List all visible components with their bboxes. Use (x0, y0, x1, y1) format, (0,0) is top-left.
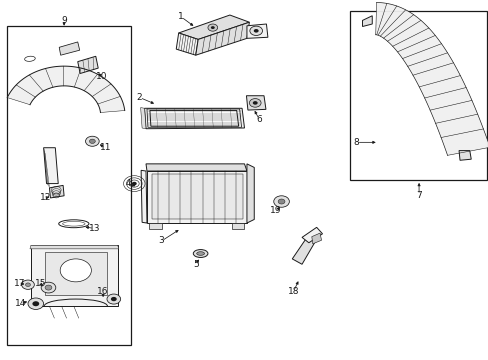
Circle shape (278, 199, 285, 204)
Circle shape (32, 301, 39, 306)
Polygon shape (246, 24, 267, 39)
Text: 19: 19 (270, 206, 282, 215)
Ellipse shape (196, 252, 204, 255)
Text: 13: 13 (88, 224, 100, 233)
Polygon shape (176, 33, 198, 55)
Circle shape (85, 136, 99, 146)
Circle shape (60, 259, 91, 282)
Text: 2: 2 (137, 93, 142, 102)
Polygon shape (43, 148, 58, 184)
Circle shape (132, 182, 137, 185)
Polygon shape (59, 42, 80, 55)
Polygon shape (195, 22, 249, 55)
Text: 7: 7 (415, 190, 421, 199)
Polygon shape (147, 171, 246, 223)
Text: 3: 3 (159, 237, 164, 246)
Polygon shape (31, 245, 118, 306)
Polygon shape (302, 227, 322, 243)
Circle shape (21, 280, 34, 289)
Polygon shape (149, 223, 161, 229)
Text: 18: 18 (287, 287, 298, 296)
Text: 4: 4 (125, 179, 131, 188)
Text: 9: 9 (61, 16, 67, 25)
Circle shape (25, 283, 30, 287)
Polygon shape (292, 237, 315, 264)
Text: 15: 15 (35, 279, 46, 288)
Polygon shape (141, 170, 147, 223)
Polygon shape (78, 56, 98, 73)
Circle shape (45, 285, 52, 290)
Text: 17: 17 (15, 279, 26, 288)
Polygon shape (7, 66, 124, 112)
Text: 14: 14 (15, 299, 26, 308)
Text: 5: 5 (192, 260, 198, 269)
Polygon shape (30, 245, 119, 249)
Polygon shape (311, 233, 321, 244)
Circle shape (210, 26, 214, 29)
Text: 1: 1 (178, 12, 183, 21)
Polygon shape (141, 108, 146, 129)
Circle shape (273, 196, 289, 207)
Bar (6, 26, 131, 345)
Circle shape (249, 99, 261, 107)
Polygon shape (144, 108, 244, 129)
Text: 10: 10 (96, 72, 108, 81)
Polygon shape (147, 109, 241, 127)
Circle shape (249, 26, 262, 36)
Polygon shape (49, 185, 64, 198)
Bar (349, 12, 487, 180)
Polygon shape (246, 164, 254, 223)
Text: 8: 8 (353, 138, 359, 147)
Circle shape (252, 101, 257, 105)
Text: 11: 11 (100, 143, 111, 152)
Polygon shape (146, 164, 246, 171)
Text: 6: 6 (256, 114, 262, 123)
Circle shape (89, 139, 95, 143)
Text: 12: 12 (40, 193, 51, 202)
Polygon shape (246, 96, 265, 110)
Text: 16: 16 (97, 287, 109, 296)
Polygon shape (375, 3, 488, 156)
Circle shape (207, 24, 217, 31)
Circle shape (253, 29, 258, 33)
Circle shape (28, 298, 43, 310)
Polygon shape (152, 174, 242, 219)
Polygon shape (232, 223, 244, 229)
Circle shape (111, 297, 117, 301)
Circle shape (41, 282, 56, 293)
Polygon shape (44, 252, 107, 296)
Circle shape (107, 294, 121, 304)
Ellipse shape (193, 249, 207, 257)
Polygon shape (178, 15, 249, 40)
Polygon shape (362, 16, 371, 27)
Polygon shape (458, 150, 470, 160)
